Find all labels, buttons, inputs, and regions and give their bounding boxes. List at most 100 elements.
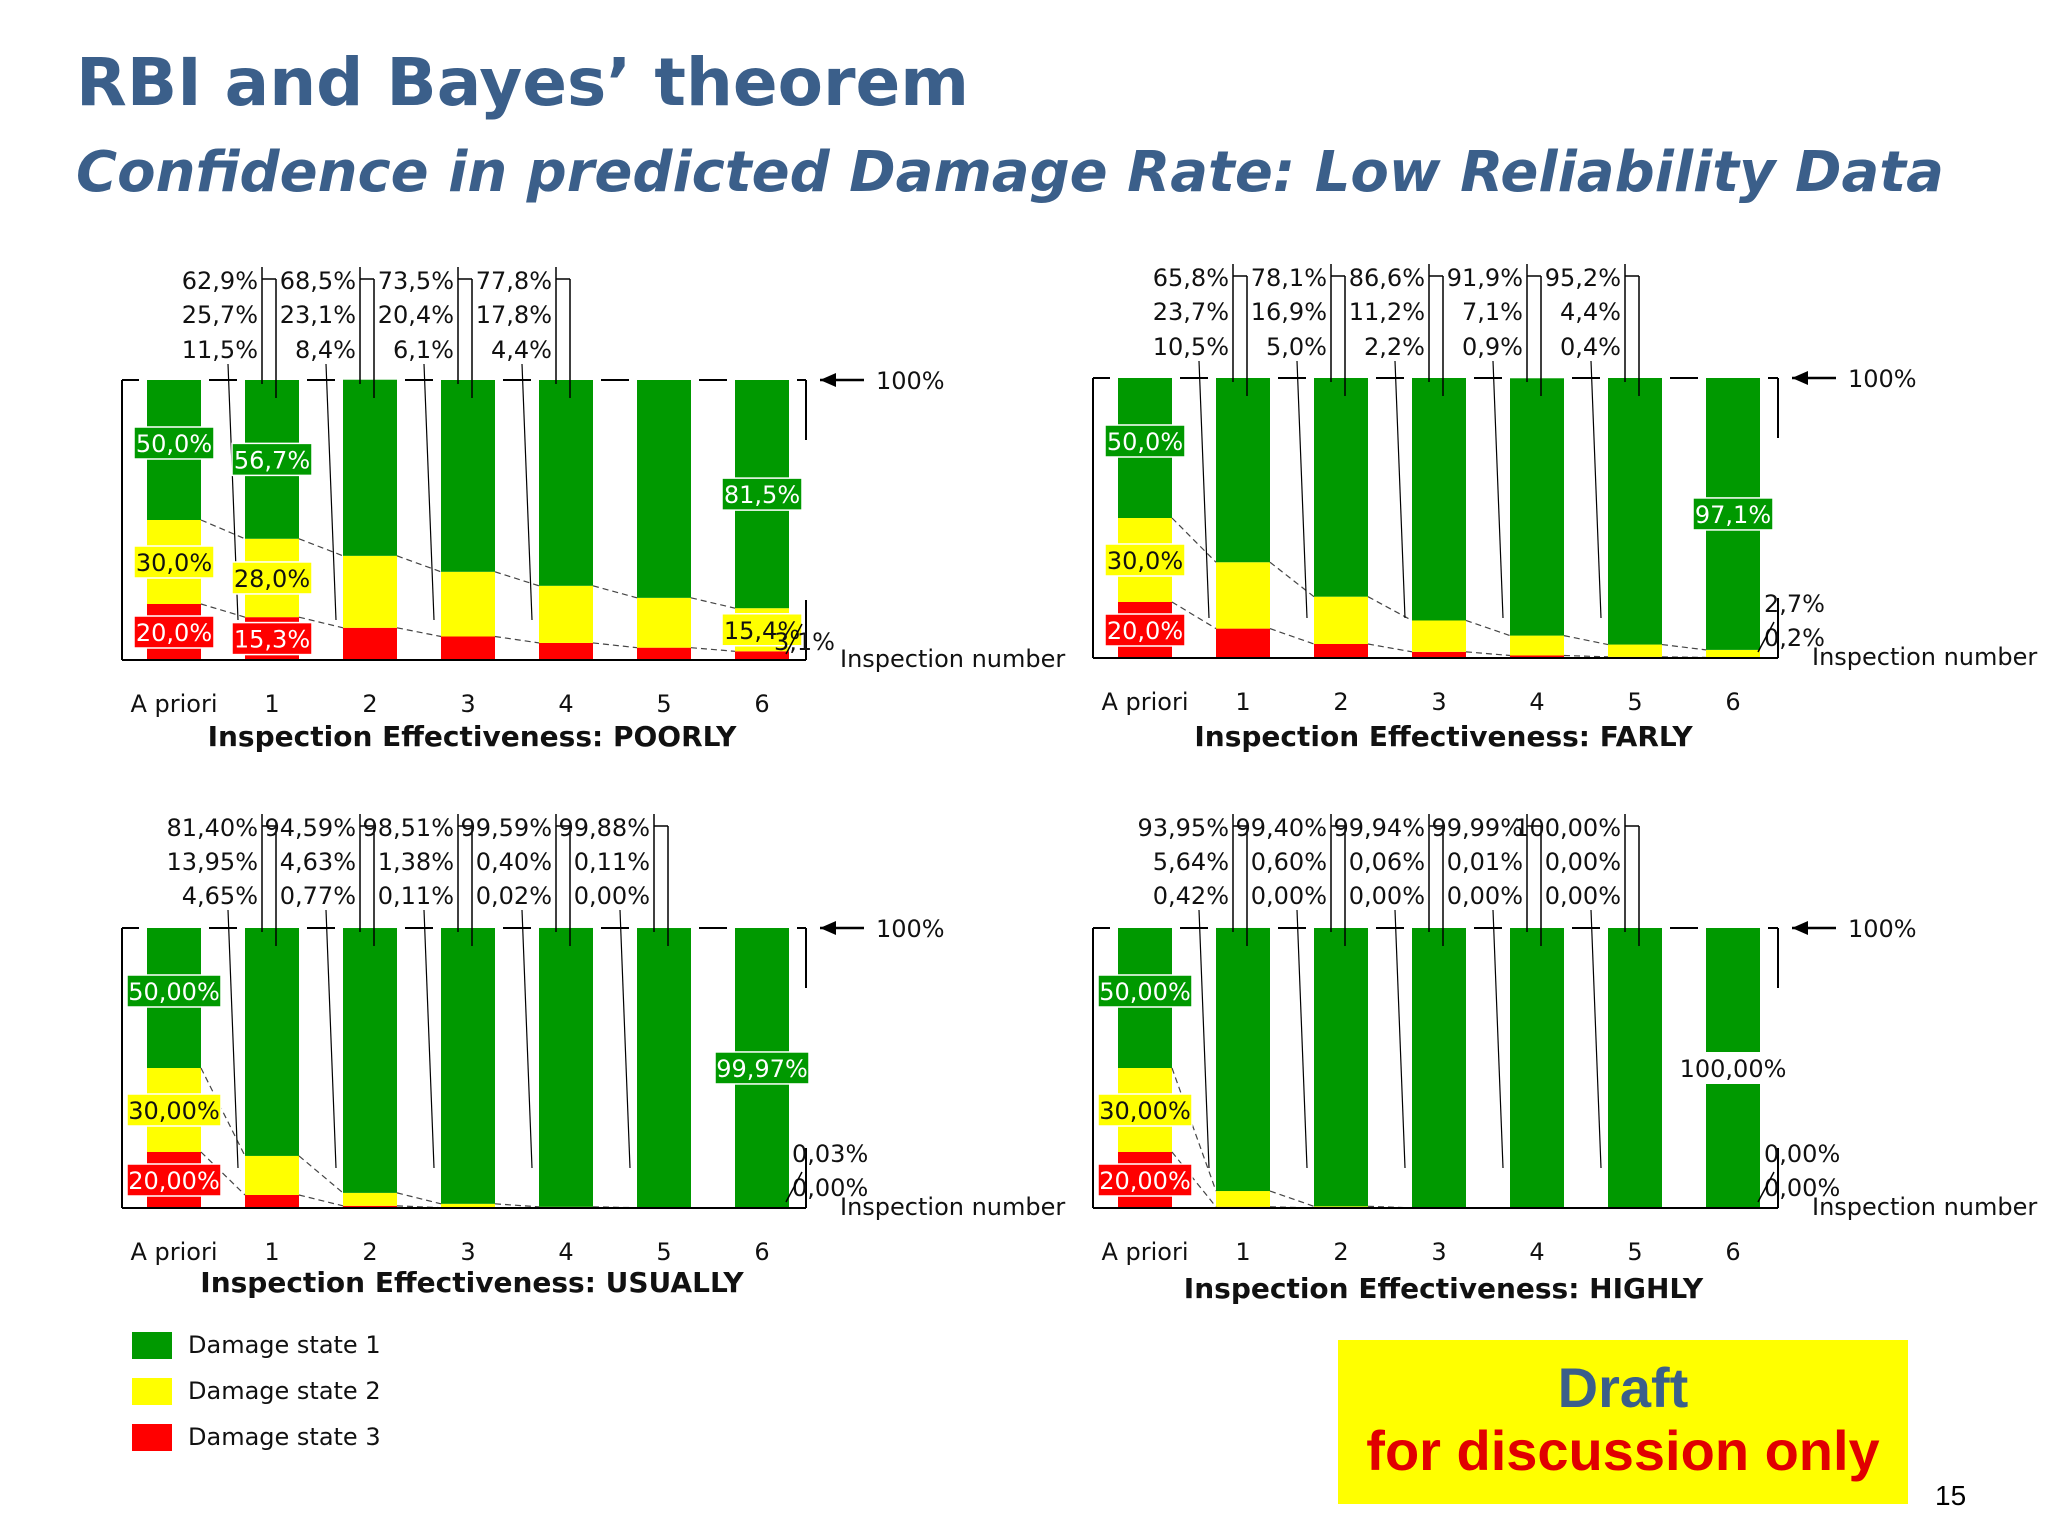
arrow-left-icon [820,373,836,387]
bar-top-label: 62,9% [182,267,258,295]
inbar-value-label: 28,0% [234,565,310,593]
bar-state3-3 [1412,651,1466,658]
page-number: 15 [1935,1480,1967,1511]
bar-top-label: 99,99% [1431,814,1523,842]
bar-top-label: 23,7% [1153,298,1229,326]
bar-top-label: 99,88% [558,814,650,842]
state-boundary-line [396,555,442,573]
legend-swatch-yellow [132,1377,172,1405]
bar-top-label: 0,77% [280,882,356,910]
inbar-value-label: 50,00% [128,978,220,1006]
state-boundary-line [396,627,442,638]
category-label: 3 [1431,688,1446,716]
x-axis-title: Inspection number [840,645,1065,673]
draft-stamp: Draft for discussion only [1338,1340,1908,1504]
inbar-label-bg [231,561,313,595]
state-boundary-line [1269,1190,1315,1207]
arrow-left-icon [820,921,836,935]
bar-state3-2 [343,1205,397,1208]
side-leader-line [785,623,803,655]
inbar-label-bg [1097,974,1193,1008]
bar-state1-4 [1510,928,1564,1208]
category-label: 1 [1235,1238,1250,1266]
legend-item-state3: Damage state 3 [132,1414,381,1460]
bar-top-label: 4,4% [491,336,552,364]
inbar-label-bg [126,974,222,1008]
bar-state2-6 [1706,649,1760,658]
top-marker-label: 100% [1848,365,1917,393]
bar-top-label: 4,65% [182,882,258,910]
bar-top-label: 5,0% [1266,333,1327,361]
bar-state2-1 [1216,562,1270,629]
inbar-label-bg [1692,497,1774,531]
arrow-left-icon [1792,921,1808,935]
category-label: 6 [754,1238,769,1266]
bar-top-label: 93,95% [1137,814,1229,842]
legend-item-state2: Damage state 2 [132,1368,381,1414]
bar-state2-3 [441,571,495,637]
bar-top-label: 65,8% [1153,264,1229,292]
inbar-label-bg [714,1051,810,1085]
bar-state1-3 [441,380,495,572]
category-label: A priori [130,1238,217,1266]
bar-state1-5 [637,928,691,1208]
bar-state2-3 [441,1203,495,1208]
bar-top-label: 4,4% [1560,298,1621,326]
chart-panel-4: 100% 93,95% 5,64% 0,42% 99,40% 0,60% 0,00% 99,9… [1092,814,2037,1305]
side-value-label: 0,00% [792,1174,868,1202]
bar-state3-1 [1216,628,1270,658]
bar-state1-1 [245,928,299,1156]
side-leader-line [1757,1171,1775,1203]
bar-state1-5 [637,380,691,598]
inbar-value-label: 50,00% [1099,978,1191,1006]
category-label: 3 [460,690,475,718]
state-boundary-line [396,1205,442,1209]
bar-state3-2 [343,627,397,660]
bar-state3-5 [637,647,691,660]
state-boundary-line [298,538,344,557]
chart-panel-1: 100%62,9%25,7%11,5%68,5%23,1%8,4%73,5%20… [121,267,1065,753]
category-label: 2 [362,690,377,718]
category-label: A priori [1101,688,1188,716]
x-axis-title: Inspection number [840,1193,1065,1221]
bar-state2-2 [343,555,397,628]
label-leader-line [521,363,533,621]
bar-state2-1 [245,1155,299,1195]
category-label: 6 [1725,1238,1740,1266]
chart-panel-2: 100%65,8%23,7%10,5%78,1%16,9%5,0%86,6%11… [1092,264,2037,753]
inbar-label-bg [231,621,313,656]
bar-top-label: 0,60% [1251,848,1327,876]
draft-title: Draft [1557,1356,1689,1419]
legend-swatch-red [132,1423,172,1451]
category-label: 5 [1627,1238,1642,1266]
category-label: 1 [264,690,279,718]
bar-state3-6 [735,651,789,660]
bar-top-label: 0,00% [1545,848,1621,876]
bar-state3-2 [1314,644,1368,658]
chart-title: Inspection Effectiveness: FARLY [1194,720,1693,753]
state-boundary-line [298,1155,344,1194]
state-boundary-line [200,603,246,618]
bar-state1-3 [1412,928,1466,1208]
state-boundary-line [1171,1067,1217,1192]
top-marker-label: 100% [876,367,945,395]
bar-state1-5 [1608,928,1662,1208]
legend-label: Damage state 3 [188,1423,381,1451]
bar-top-label: 0,00% [1545,882,1621,910]
inbar-label-bg [721,477,803,511]
side-value-label: 0,2% [1764,624,1825,652]
category-label: 5 [1627,688,1642,716]
state-boundary-line [592,585,638,599]
side-value-label: 2,7% [1764,590,1825,618]
inbar-value-label: 99,97% [716,1055,808,1083]
chart-title: Inspection Effectiveness: HIGHLY [1184,1272,1704,1305]
bar-top-label: 86,6% [1349,264,1425,292]
state-boundary-line [1465,619,1511,637]
inbar-value-label: 20,00% [128,1167,220,1195]
inbar-label-bg [133,615,215,649]
inbar-label-bg [1679,1052,1787,1084]
bar-top-label: 17,8% [476,301,552,329]
category-label: 2 [362,1238,377,1266]
category-label: 4 [558,1238,573,1266]
